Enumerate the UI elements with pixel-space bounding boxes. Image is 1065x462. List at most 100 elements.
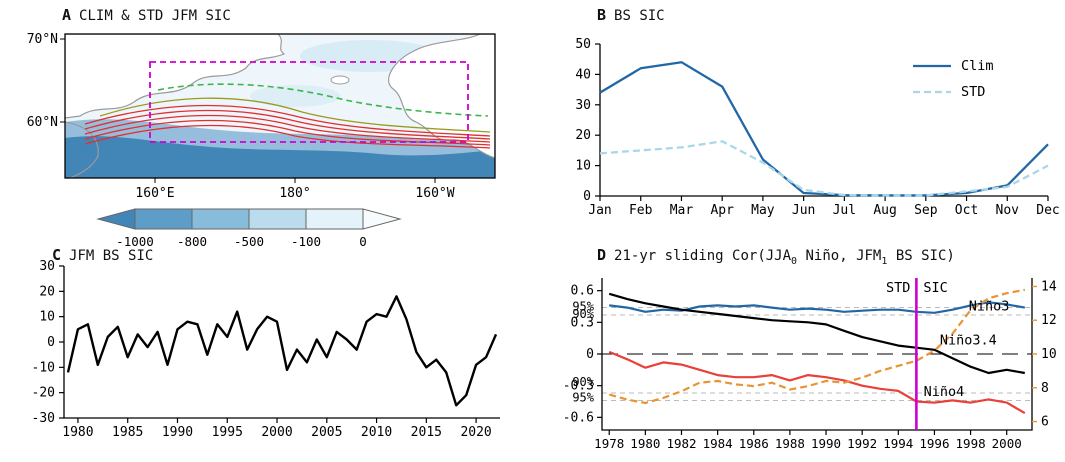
series-SIC STD bbox=[608, 288, 1026, 405]
map-art bbox=[65, 34, 495, 178]
y-tick-label: -20 bbox=[32, 386, 55, 401]
lon-label-160e: 160°E bbox=[135, 186, 174, 201]
x-tick-label: Dec bbox=[1036, 203, 1059, 218]
y-tick-label-left: 0.6 bbox=[571, 284, 594, 299]
x-tick-label: 1994 bbox=[883, 436, 913, 451]
series-Niño4 bbox=[608, 350, 1026, 415]
lon-label-160w: 160°W bbox=[415, 186, 454, 201]
x-tick-label: Nov bbox=[996, 203, 1020, 218]
series-Niño3 bbox=[609, 301, 1025, 314]
x-tick-label: Jun bbox=[792, 203, 815, 218]
y-tick-label: 30 bbox=[39, 259, 55, 274]
x-tick-label: 1998 bbox=[956, 436, 986, 451]
colorbar-tick-label: -500 bbox=[234, 234, 264, 249]
panel-c-title-text: JFM BS SIC bbox=[69, 248, 154, 264]
x-tick-label: 1985 bbox=[112, 425, 143, 440]
x-tick-label: 1982 bbox=[666, 436, 696, 451]
clim-contour bbox=[84, 114, 491, 143]
panel-a-label: A bbox=[62, 6, 72, 24]
title-segment: Niño, JFM bbox=[797, 248, 882, 264]
y-tick-label: 40 bbox=[575, 67, 591, 82]
kamchatka-coast bbox=[65, 121, 99, 178]
x-tick-label: Feb bbox=[629, 203, 653, 218]
sic-timeseries-chart: -30 -20 -10 0 10 20 30 1980 1985 1990 1995 2000 2005… bbox=[32, 259, 500, 440]
y-tick-label-right: 10 bbox=[1041, 347, 1057, 362]
panel-a-title: A CLIM & STD JFM SIC bbox=[62, 6, 231, 24]
series-Niño3.4 bbox=[608, 292, 1025, 375]
x-tick-label: 2015 bbox=[411, 425, 442, 440]
bering-sea-map: 70°N 60°N 160°E 180° 160°W -1000 -800 -5… bbox=[27, 32, 496, 249]
x-tick-label: Sep bbox=[914, 203, 938, 218]
x-tick-label: 2000 bbox=[992, 436, 1022, 451]
y-tick-label-right: 12 bbox=[1041, 313, 1057, 328]
annotation-Niño4: Niño4 bbox=[924, 384, 965, 400]
panel-c-label: C bbox=[52, 246, 62, 264]
y-tick-label-left: 0 bbox=[586, 347, 594, 362]
colorbar-segment bbox=[248, 208, 307, 230]
y-tick-label: 10 bbox=[575, 159, 591, 174]
panel-d-title: D 21-yr sliding Cor(JJA0 Niño, JFM1 BS SI… bbox=[597, 246, 955, 267]
y-tick-label-right: 6 bbox=[1041, 415, 1049, 430]
panel-c-title: C JFM BS SIC bbox=[52, 246, 153, 264]
y-tick-label: 10 bbox=[39, 310, 55, 325]
clim-contour bbox=[84, 109, 491, 140]
island bbox=[330, 75, 350, 85]
annotation-Niño3: Niño3 bbox=[969, 299, 1010, 315]
x-tick-label: 1988 bbox=[775, 436, 805, 451]
panel-d-label: D bbox=[597, 246, 607, 264]
x-tick-label: Apr bbox=[710, 203, 734, 218]
x-tick-label: 1986 bbox=[739, 436, 769, 451]
x-tick-label: 1995 bbox=[212, 425, 243, 440]
x-tick-label: 2005 bbox=[311, 425, 342, 440]
olive-contour bbox=[99, 97, 491, 133]
sic-period-label: SIC bbox=[923, 280, 947, 296]
x-tick-label: 1984 bbox=[703, 436, 733, 451]
x-tick-label: Jan bbox=[588, 203, 611, 218]
colorbar-tick-label: -100 bbox=[291, 234, 321, 249]
clim-contour bbox=[84, 104, 491, 137]
south-sea-shading bbox=[65, 136, 495, 178]
std-period-label: STD bbox=[886, 280, 910, 296]
significance-label: 90% bbox=[572, 307, 594, 321]
panel-a-title-text: CLIM & STD JFM SIC bbox=[79, 8, 231, 24]
y-tick-label: 0 bbox=[583, 189, 591, 204]
x-tick-label: 1990 bbox=[811, 436, 841, 451]
y-tick-label: -30 bbox=[32, 411, 55, 426]
significance-label: 95% bbox=[572, 390, 594, 404]
panel-b-title: B BS SIC bbox=[597, 6, 665, 24]
colorbar-segment bbox=[305, 208, 364, 230]
significance-label: 95% bbox=[572, 300, 594, 314]
x-tick-label: Jul bbox=[833, 203, 856, 218]
x-tick-label: Oct bbox=[955, 203, 978, 218]
colorbar-segment bbox=[134, 208, 193, 230]
x-tick-label: 2010 bbox=[361, 425, 392, 440]
colorbar-segment bbox=[191, 208, 250, 230]
y-tick-label-left: -0.6 bbox=[563, 410, 594, 425]
colorbar-right-arrow bbox=[362, 208, 402, 230]
title-segment: 21-yr sliding Cor(JJA bbox=[614, 248, 792, 264]
panel-b-title-text: BS SIC bbox=[614, 8, 665, 24]
y-tick-label: 20 bbox=[575, 128, 591, 143]
lat-label-70n: 70°N bbox=[27, 32, 58, 47]
panel-d-title-text: 21-yr sliding Cor(JJA0 Niño, JFM1 BS SIC… bbox=[614, 248, 955, 267]
y-tick-label: 30 bbox=[575, 98, 591, 113]
title-subscript: 0 bbox=[791, 255, 798, 267]
colorbar-tick-label: -1000 bbox=[116, 234, 154, 249]
title-subscript: 1 bbox=[881, 255, 888, 267]
colorbar-tick-label: -800 bbox=[177, 234, 207, 249]
colorbar-tick-label: 0 bbox=[359, 234, 367, 249]
x-tick-label: 2020 bbox=[460, 425, 491, 440]
strait-shading bbox=[250, 85, 340, 107]
y-tick-label: 0 bbox=[47, 335, 55, 350]
legend-label-STD: STD bbox=[961, 84, 985, 100]
annotation-Niño3.4: Niño3.4 bbox=[940, 333, 997, 349]
x-tick-label: 1980 bbox=[62, 425, 93, 440]
series-STD bbox=[599, 140, 1049, 197]
x-tick-label: 2000 bbox=[261, 425, 292, 440]
y-tick-label-left: -0.3 bbox=[563, 379, 594, 394]
y-tick-label: -10 bbox=[32, 360, 55, 375]
panel-b-label: B bbox=[597, 6, 607, 24]
x-tick-label: Aug bbox=[873, 203, 896, 218]
